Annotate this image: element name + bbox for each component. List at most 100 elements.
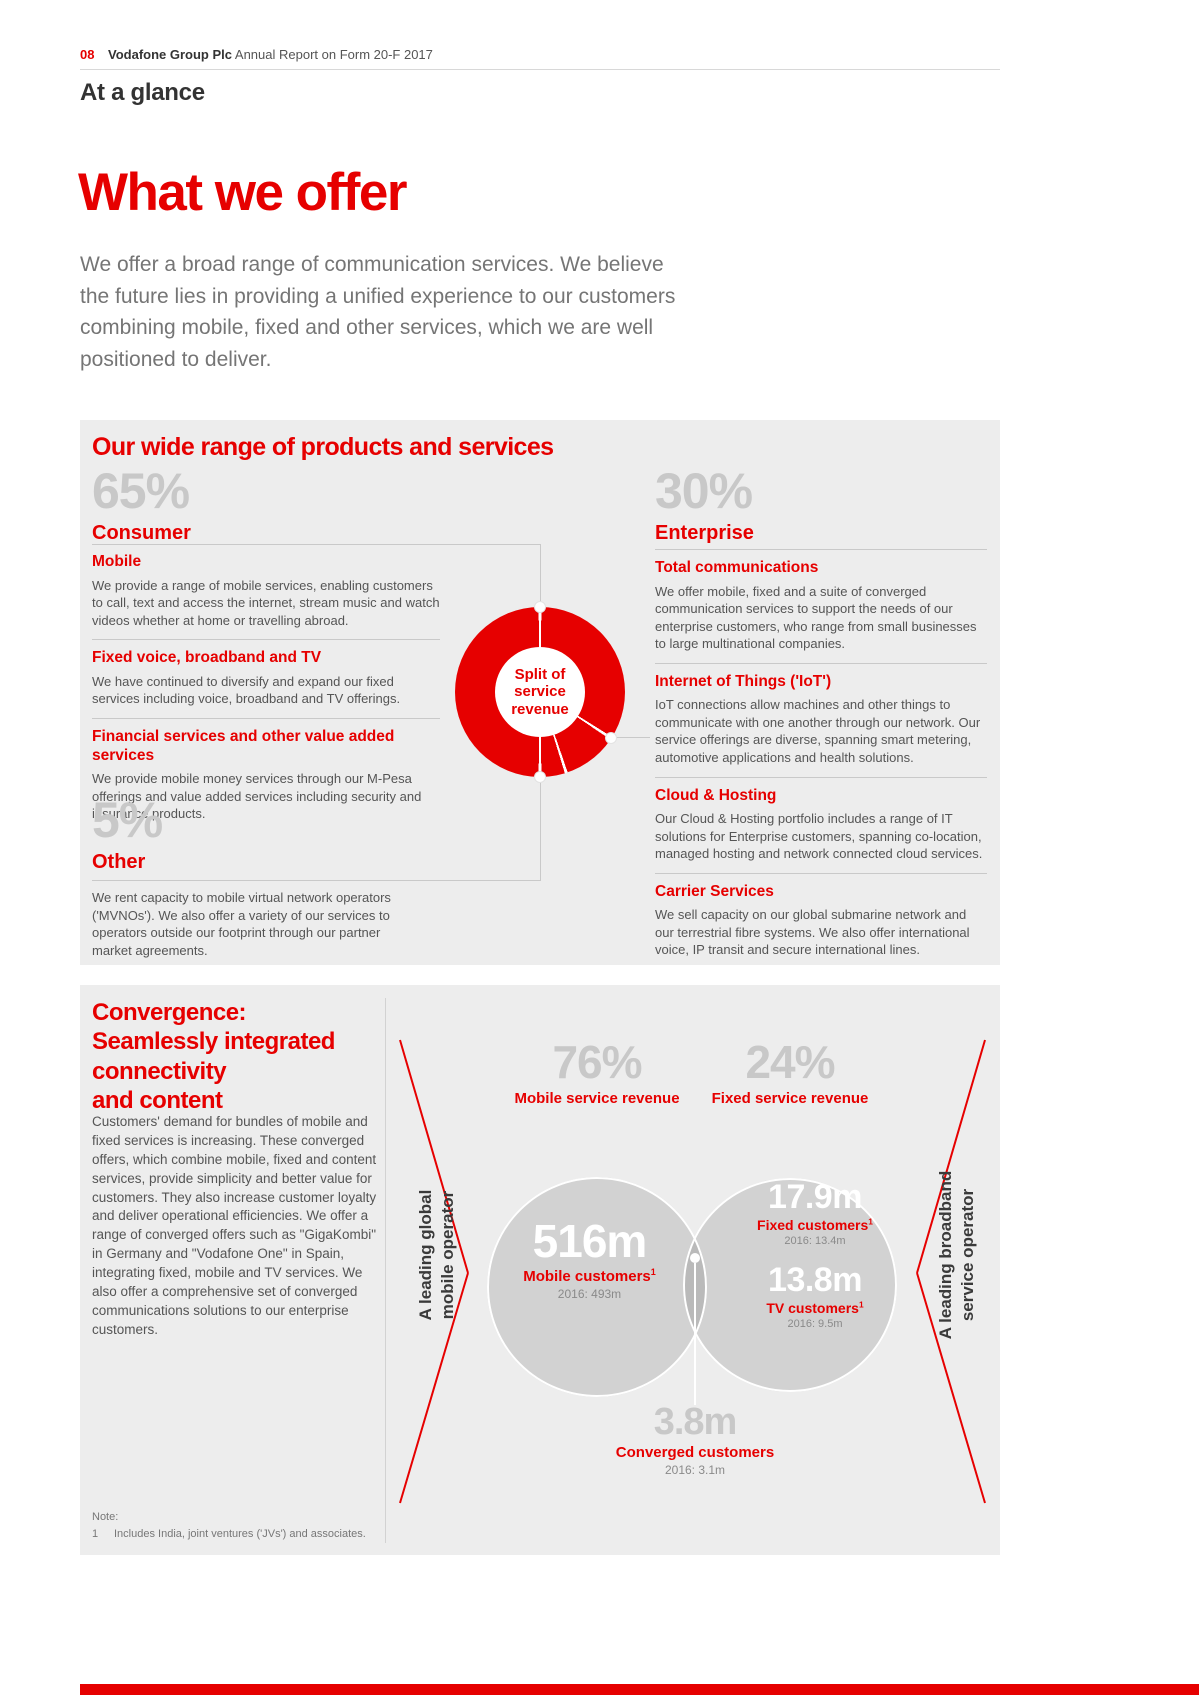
- consumer-column: 65% Consumer Mobile We provide a range o…: [92, 466, 440, 833]
- tv-customers-prior: 2016: 9.5m: [787, 1318, 843, 1331]
- footnote: Note: 1 Includes India, joint ventures ('…: [92, 1509, 366, 1542]
- intro-paragraph: We offer a broad range of communication …: [80, 253, 676, 371]
- products-panel-heading: Our wide range of products and services: [92, 433, 554, 461]
- products-services-panel: Our wide range of products and services …: [80, 420, 1000, 965]
- enterprise-column: 30% Enterprise Total communications We o…: [655, 466, 987, 969]
- service-item-total-communications: Total communications We offer mobile, fi…: [655, 549, 987, 663]
- service-item-title: Financial services and other value added…: [92, 727, 395, 764]
- fixed-revenue-percentage: 24%: [745, 1036, 835, 1088]
- mobile-customers-stat: 516m Mobile customers1 2016: 493m: [487, 1218, 692, 1301]
- other-percentage: 5%: [92, 792, 163, 848]
- header-divider: [80, 69, 1000, 70]
- enterprise-percentage: 30%: [655, 463, 753, 519]
- other-connector-vertical: [540, 776, 541, 880]
- section-label: At a glance: [80, 79, 205, 106]
- consumer-percentage: 65%: [92, 463, 190, 519]
- other-label: Other: [92, 851, 146, 873]
- right-vertical-banner: A leading broadband service operator: [935, 1125, 979, 1385]
- footnote-line: 1 Includes India, joint ventures ('JVs') …: [92, 1526, 366, 1543]
- fixed-customers-label: Fixed customers1: [727, 1217, 903, 1233]
- banner-line: A leading broadband: [936, 1170, 955, 1340]
- label-text: TV customers: [766, 1300, 859, 1317]
- mobile-customers-prior: 2016: 493m: [557, 1287, 622, 1302]
- service-item-title: Carrier Services: [655, 882, 774, 900]
- service-item-body: Our Cloud & Hosting portfolio includes a…: [655, 811, 983, 862]
- mobile-revenue-percentage: 76%: [552, 1036, 642, 1088]
- footnote-label: Note:: [92, 1511, 119, 1523]
- service-item-title: Total communications: [655, 559, 819, 576]
- enterprise-connector-line: [613, 737, 650, 738]
- tv-customers-label: TV customers1: [727, 1300, 903, 1316]
- convergence-heading-line: and content: [92, 1086, 223, 1114]
- fixed-customers-stat: 17.9m Fixed customers1 2016: 13.4m: [727, 1180, 903, 1247]
- banner-line: service operator: [957, 1188, 977, 1322]
- fixed-customers-value: 17.9m: [768, 1178, 862, 1216]
- service-revenue-donut-chart: Split of service revenue: [455, 607, 625, 777]
- label-text: Fixed customers: [757, 1217, 869, 1233]
- service-item-body: We provide a range of mobile services, e…: [92, 577, 440, 628]
- venn-overlap-connector: [694, 1263, 696, 1405]
- venn-ring: [683, 1178, 897, 1392]
- service-item-title: Internet of Things ('IoT'): [655, 672, 832, 690]
- donut-marker-dot: [606, 733, 616, 743]
- donut-marker-dot: [535, 602, 545, 612]
- donut-center-label: Split of service revenue: [495, 647, 585, 737]
- enterprise-label: Enterprise: [655, 522, 754, 544]
- donut-label-line: revenue: [511, 700, 569, 718]
- fixed-tv-customers-stats: 17.9m Fixed customers1 2016: 13.4m 13.8m…: [727, 1180, 903, 1330]
- convergence-heading: Convergence: Seamlessly integrated conne…: [92, 998, 335, 1115]
- panel-divider: [385, 998, 386, 1543]
- service-item-body: We offer mobile, fixed and a suite of co…: [655, 583, 977, 652]
- service-item-title: Fixed voice, broadband and TV: [92, 649, 322, 667]
- label-text: Mobile customers: [523, 1268, 651, 1285]
- converged-customers-prior: 2016: 3.1m: [664, 1463, 726, 1478]
- mobile-customers-value: 516m: [532, 1215, 648, 1267]
- converged-customers-label: Converged customers: [615, 1444, 775, 1461]
- service-item-fixed: Fixed voice, broadband and TV We have co…: [92, 639, 440, 718]
- service-item-body: We provide mobile money services through…: [92, 771, 422, 822]
- consumer-label: Consumer: [92, 522, 191, 544]
- service-item-carrier-services: Carrier Services We sell capacity on our…: [655, 872, 987, 969]
- consumer-connector-rule: [92, 544, 541, 545]
- page-title: What we offer: [78, 163, 407, 222]
- service-item-mobile: Mobile We provide a range of mobile serv…: [92, 544, 440, 639]
- report-title-rest: Annual Report on Form 20-F 2017: [232, 47, 433, 62]
- service-item-cloud-hosting: Cloud & Hosting Our Cloud & Hosting port…: [655, 776, 987, 873]
- service-item-body: We sell capacity on our global submarine…: [655, 907, 970, 958]
- footnote-ref: 1: [868, 1216, 873, 1227]
- fixed-revenue-label: Fixed service revenue: [711, 1090, 869, 1107]
- banner-line: A leading global: [416, 1189, 435, 1321]
- page-number: 08: [80, 47, 95, 62]
- donut-label-line: Split of: [514, 666, 566, 683]
- service-item-body: We have continued to diversify and expan…: [92, 673, 401, 707]
- tv-customers-value: 13.8m: [768, 1261, 862, 1300]
- donut-marker-dot: [535, 772, 545, 782]
- footer-accent-bar: [80, 1684, 1199, 1695]
- other-body: We rent capacity to mobile virtual netwo…: [92, 890, 391, 958]
- service-item-title: Mobile: [92, 553, 142, 570]
- report-title-bold: Vodafone Group Plc: [108, 47, 232, 62]
- mobile-revenue-label: Mobile service revenue: [514, 1090, 680, 1107]
- fixed-customers-prior: 2016: 13.4m: [784, 1235, 846, 1248]
- service-item-title: Cloud & Hosting: [655, 786, 777, 804]
- left-vertical-banner: A leading global mobile operator: [415, 1125, 459, 1385]
- convergence-heading-line: connectivity: [92, 1057, 227, 1085]
- footnote-ref: 1: [650, 1267, 656, 1277]
- convergence-heading-line: Seamlessly integrated: [92, 1028, 335, 1056]
- convergence-heading-line: Convergence:: [92, 999, 247, 1026]
- converged-customers-value: 3.8m: [653, 1401, 738, 1443]
- footnote-text: Includes India, joint ventures ('JVs') a…: [114, 1527, 366, 1540]
- other-column: 5% Other We rent capacity to mobile virt…: [92, 795, 412, 959]
- service-item-body: IoT connections allow machines and other…: [655, 697, 981, 766]
- convergence-body: Customers' demand for bundles of mobile …: [92, 1114, 377, 1337]
- tv-customers-stat: 13.8m TV customers1 2016: 9.5m: [727, 1263, 903, 1330]
- service-item-financial: Financial services and other value added…: [92, 717, 440, 833]
- footnote-number: 1: [92, 1527, 99, 1540]
- footnote-ref: 1: [858, 1299, 864, 1310]
- donut-label-line: service: [514, 683, 566, 701]
- other-connector-rule: [92, 880, 541, 881]
- report-title: Vodafone Group Plc Annual Report on Form…: [108, 47, 433, 62]
- banner-line: mobile operator: [437, 1190, 457, 1320]
- venn-overlap-dot: [690, 1253, 700, 1263]
